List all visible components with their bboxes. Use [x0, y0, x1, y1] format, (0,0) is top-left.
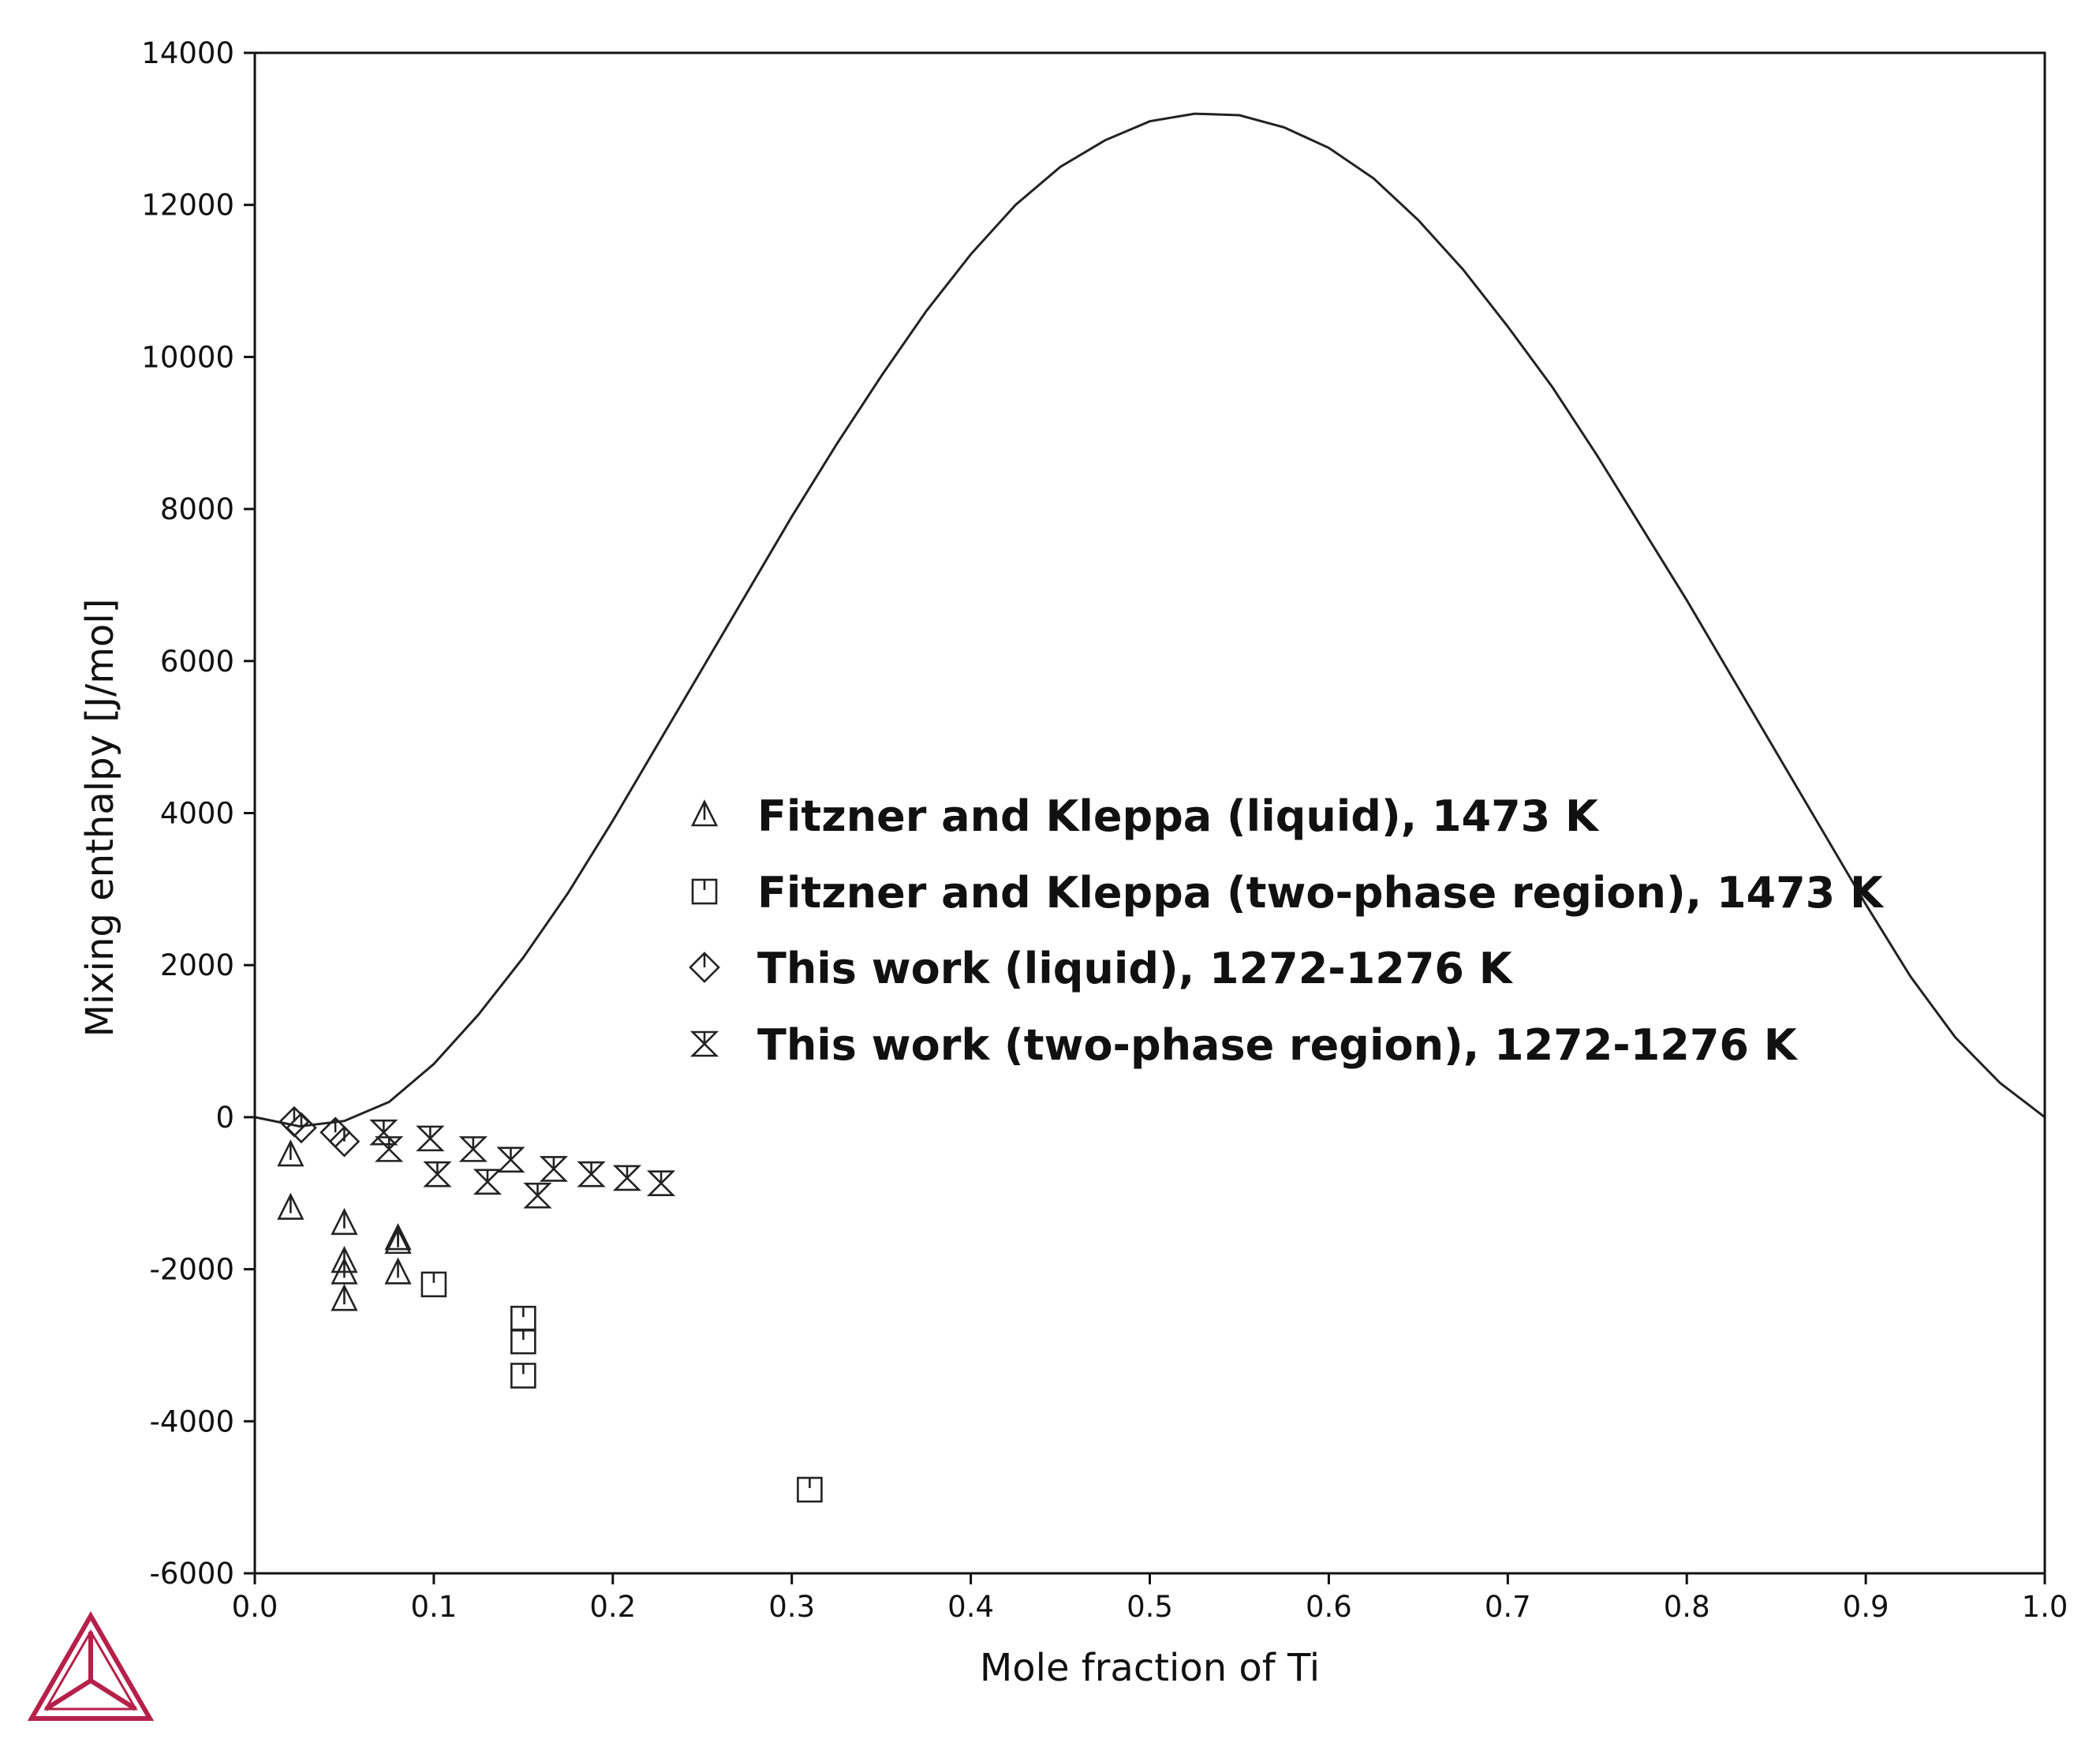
legend-entry-label: This work (two-phase region), 1272-1276 …: [757, 1020, 1799, 1070]
y-axis-ticks: -6000 -4000 -2000 0 2000 4000 6000 8000 10000 120…: [141, 36, 255, 1591]
hourglass-data-point: [416, 1125, 445, 1152]
x-tick-label: 0.0: [232, 1590, 278, 1624]
hourglass-data-point: [612, 1165, 642, 1191]
y-tick-label: 12000: [141, 189, 234, 223]
x-tick-label: 1.0: [2022, 1590, 2068, 1624]
hourglass-data-point: [423, 1161, 452, 1187]
x-tick-label: 0.2: [589, 1590, 636, 1624]
x-tick-label: 0.3: [768, 1590, 815, 1624]
hourglass-data-point: [458, 1136, 488, 1162]
hourglass-data-point: [646, 1170, 676, 1197]
data-markers: [277, 1105, 823, 1503]
square-data-point: [797, 1476, 823, 1503]
square-data-point: [510, 1363, 536, 1389]
hourglass-data-point: [523, 1182, 552, 1209]
legend-entry-label: Fitzner and Kleppa (two-phase region), 1…: [757, 868, 1885, 918]
x-tick-label: 0.5: [1127, 1590, 1173, 1624]
y-tick-label: 10000: [141, 340, 234, 374]
x-tick-label: 0.4: [947, 1590, 994, 1624]
y-tick-label: 4000: [160, 797, 234, 831]
triangle-data-point: [384, 1226, 412, 1255]
x-tick-label: 0.9: [1843, 1590, 1889, 1624]
square-data-point: [510, 1305, 536, 1332]
calculated-enthalpy-curve: [254, 112, 2046, 1128]
x-axis-ticks: 0.0 0.1 0.2 0.3 0.4 0.5 0.6 0.7 0.8 0.9 1.0: [232, 1573, 2068, 1624]
hourglass-data-point: [375, 1136, 404, 1162]
y-axis-title: Mixing enthalpy [J/mol]: [78, 599, 122, 1038]
legend-entry-label: This work (liquid), 1272-1276 K: [757, 944, 1514, 993]
thermo-calc-triangle-logo-icon: [27, 1610, 155, 1721]
legend-triangle-marker: [690, 799, 719, 827]
y-tick-label: 2000: [160, 948, 234, 982]
triangle-data-point: [331, 1284, 358, 1311]
y-tick-label: 6000: [160, 645, 234, 679]
diamond-data-point: [328, 1125, 361, 1157]
square-data-point: [420, 1271, 447, 1298]
triangle-data-point: [384, 1257, 412, 1285]
legend-entry-label: Fitzner and Kleppa (liquid), 1473 K: [757, 791, 1600, 841]
x-tick-label: 0.1: [410, 1590, 457, 1624]
x-tick-label: 0.6: [1306, 1590, 1352, 1624]
curve-layer: [254, 112, 2046, 1128]
hourglass-data-point: [496, 1146, 525, 1173]
legend-square-marker: [691, 878, 718, 905]
y-tick-label: -6000: [149, 1557, 234, 1591]
y-tick-label: 14000: [141, 36, 234, 70]
triangle-data-point: [331, 1207, 358, 1236]
legend: Fitzner and Kleppa (liquid), 1473 K Fitzn…: [689, 791, 1885, 1070]
y-tick-label: -4000: [149, 1404, 234, 1438]
legend-diamond-marker: [689, 952, 720, 983]
x-tick-label: 0.7: [1485, 1590, 1531, 1624]
triangle-data-point: [331, 1257, 358, 1285]
hourglass-data-point: [539, 1156, 569, 1182]
hourglass-data-point: [369, 1119, 398, 1146]
triangle-data-point: [277, 1139, 305, 1167]
y-tick-label: -2000: [149, 1253, 234, 1287]
diamond-data-point: [286, 1112, 317, 1144]
plot-frame: [253, 51, 2046, 1575]
hourglass-data-point: [577, 1161, 606, 1187]
triangle-data-point: [277, 1192, 305, 1220]
x-axis-title: Mole fraction of Ti: [980, 1646, 1320, 1690]
y-tick-label: 8000: [160, 492, 234, 526]
y-tick-label: 0: [215, 1101, 234, 1135]
legend-hourglass-marker: [689, 1030, 719, 1057]
square-data-point: [510, 1328, 536, 1355]
x-tick-label: 0.8: [1664, 1590, 1710, 1624]
hourglass-data-point: [473, 1169, 503, 1195]
